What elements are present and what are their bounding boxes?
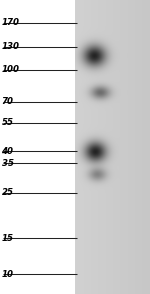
Text: 15: 15 xyxy=(2,234,14,243)
Text: 40: 40 xyxy=(2,147,14,156)
Text: 100: 100 xyxy=(2,66,20,74)
Text: 70: 70 xyxy=(2,97,14,106)
Text: 10: 10 xyxy=(2,270,14,279)
Text: 170: 170 xyxy=(2,18,20,27)
Text: 130: 130 xyxy=(2,42,20,51)
Text: 55: 55 xyxy=(2,118,14,128)
Text: 25: 25 xyxy=(2,188,14,198)
Text: 35: 35 xyxy=(2,158,14,168)
